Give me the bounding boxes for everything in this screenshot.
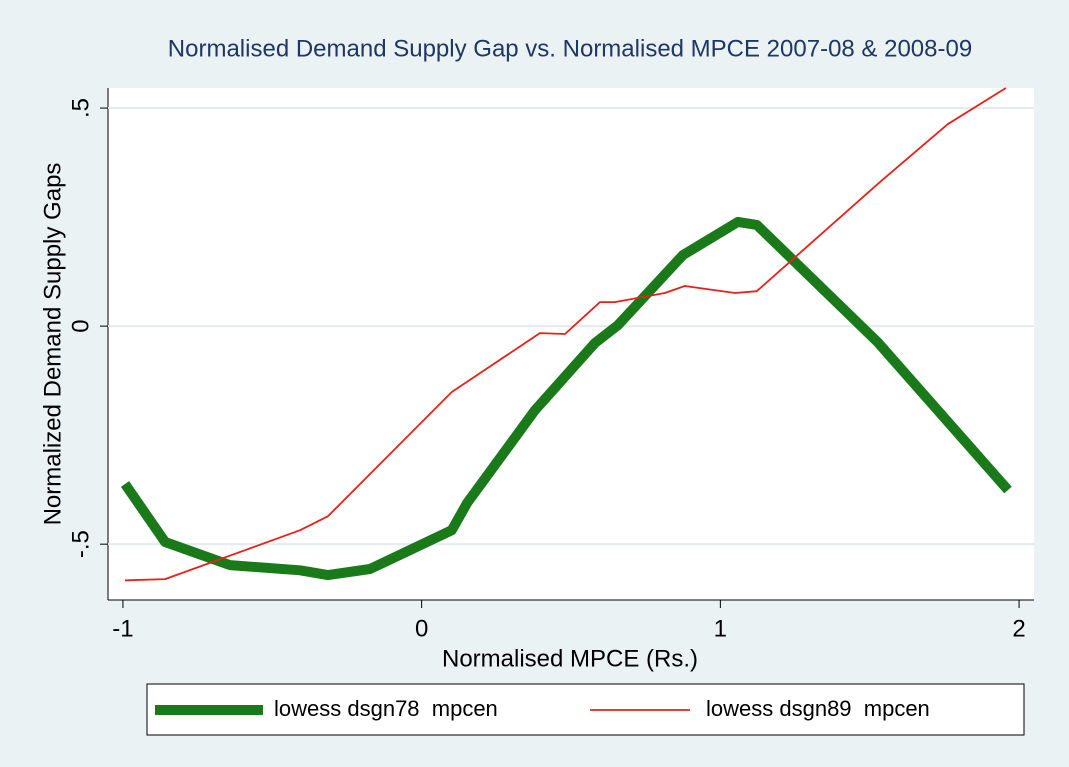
x-axis-label: Normalised MPCE (Rs.)	[442, 645, 698, 672]
x-tick-label: 1	[714, 615, 727, 642]
y-tick-label: 0	[67, 319, 94, 332]
legend-label: lowess dsgn78 mpcen	[274, 696, 498, 721]
legend-label: lowess dsgn89 mpcen	[706, 696, 930, 721]
chart-title: Normalised Demand Supply Gap vs. Normali…	[168, 35, 972, 62]
legend	[146, 683, 1025, 736]
y-tick-label: -.5	[67, 530, 94, 558]
y-tick-label: .5	[67, 98, 94, 118]
y-axis-label: Normalized Demand Supply Gaps	[39, 163, 66, 526]
x-tick-label: 0	[415, 615, 428, 642]
x-tick-label: 2	[1012, 615, 1025, 642]
series-line	[124, 87, 1007, 582]
x-tick-label: -1	[112, 615, 133, 642]
series-line	[120, 216, 1012, 581]
plot-area	[108, 88, 1034, 600]
